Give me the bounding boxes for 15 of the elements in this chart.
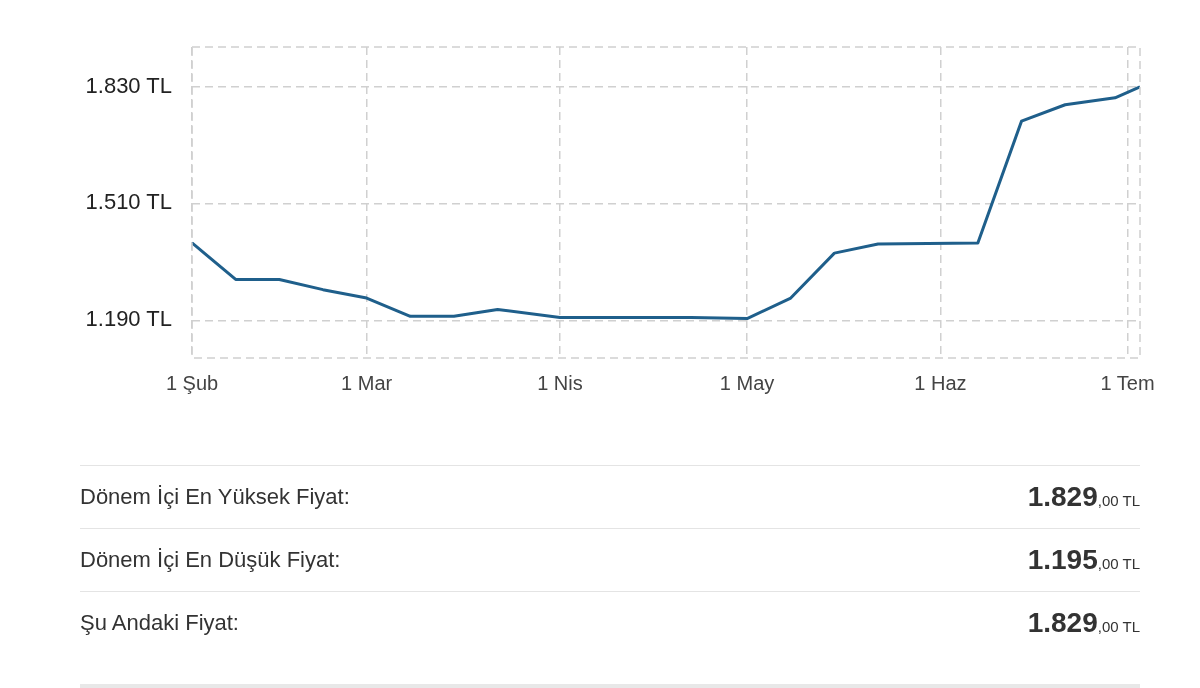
y-tick-label: 1.190 TL [85, 306, 172, 332]
x-tick-label: 1 May [719, 371, 775, 394]
text: 1.829,00 TL [1027, 481, 1140, 513]
y-tick-label: 1.830 TL [85, 72, 172, 98]
text: 1.195,00 TL [1027, 544, 1140, 576]
x-tick-label: 1 Mar [341, 371, 393, 394]
text: Dönem İçi En Düşük Fiyat: [80, 547, 341, 573]
text: 1.829,00 TL [1027, 607, 1140, 639]
text: Şu Andaki Fiyat: [80, 610, 239, 636]
x-tick-label: 1 Şub [165, 371, 219, 394]
text: Dönem İçi En Yüksek Fiyat: [80, 484, 350, 510]
x-tick-label: 1 Haz [914, 371, 967, 394]
x-tick-label: 1 Nis [537, 371, 583, 394]
x-tick-label: 1 Tem [1100, 371, 1155, 394]
y-tick-label: 1.510 TL [85, 189, 172, 215]
